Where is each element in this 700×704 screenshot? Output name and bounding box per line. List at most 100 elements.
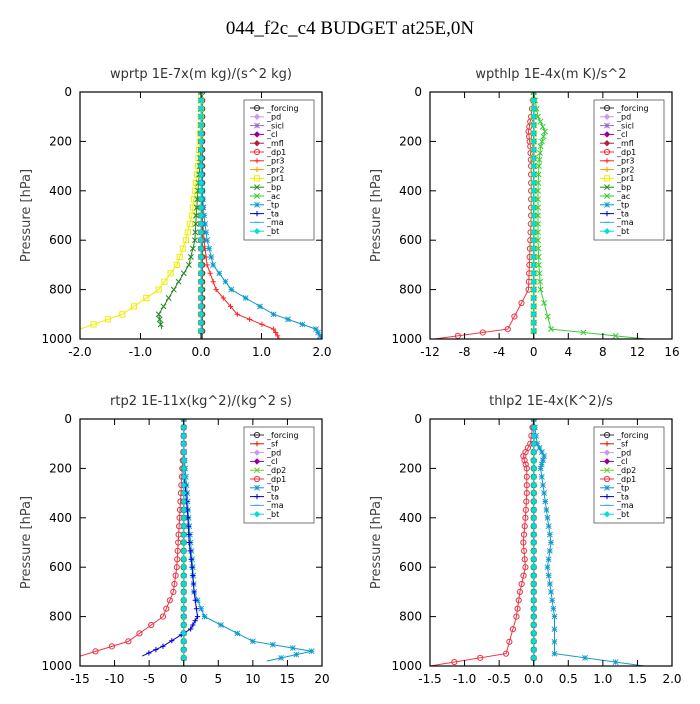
series-point	[612, 659, 619, 665]
series-point	[530, 270, 537, 277]
legend-swatch-marker	[604, 184, 610, 191]
legend-label: _ta	[266, 492, 279, 501]
x-tick-label: 1.5	[628, 672, 647, 686]
legend-label: _pd	[616, 448, 631, 457]
series-point	[153, 646, 159, 653]
series-point	[523, 490, 530, 497]
series-point	[197, 146, 205, 153]
series-point	[523, 482, 530, 489]
series-line	[141, 419, 199, 657]
x-tick-label: 1.0	[252, 345, 271, 359]
series-point	[530, 432, 537, 439]
series-point	[523, 473, 530, 480]
x-tick-label: 20	[314, 672, 329, 686]
series-point	[197, 138, 205, 145]
series-point	[189, 564, 195, 570]
series-point	[580, 329, 587, 336]
series-point	[530, 597, 537, 604]
series-point	[130, 303, 138, 310]
series-point	[530, 580, 537, 588]
series-point	[148, 621, 155, 629]
series-point	[228, 286, 235, 293]
x-tick-label: -1.5	[418, 672, 441, 686]
legend-swatch-marker	[253, 113, 261, 120]
legend-swatch-marker	[254, 193, 260, 199]
series-point	[545, 572, 552, 579]
series-point	[537, 118, 544, 125]
panel-title: wprtp 1E-7x(m kg)/(s^2 kg)	[110, 67, 292, 82]
series-point	[534, 440, 541, 447]
series-point	[522, 564, 529, 571]
series-line	[80, 92, 202, 330]
series-point	[180, 630, 187, 637]
series-point	[530, 564, 537, 571]
series-point	[208, 254, 215, 260]
series-point	[551, 638, 558, 645]
series-point	[197, 130, 205, 137]
legend-label: _pr3	[266, 157, 284, 166]
series-point	[187, 254, 194, 260]
series-point	[242, 295, 249, 301]
legend-label: _cl	[266, 457, 278, 466]
series-point	[530, 531, 537, 538]
series-point	[530, 146, 537, 153]
series-point	[530, 179, 537, 187]
legend-label: _bp	[266, 183, 281, 192]
x-tick-label: 8	[599, 345, 607, 359]
series-point	[180, 457, 187, 464]
x-tick-label: -15	[70, 672, 90, 686]
series-point	[520, 452, 527, 460]
x-tick-label: 0.0	[191, 345, 210, 359]
legend-swatch-marker	[254, 184, 260, 191]
series-point	[190, 622, 196, 628]
series-point	[530, 572, 537, 579]
series-point	[92, 648, 99, 655]
series-point	[180, 556, 187, 563]
series-point	[535, 245, 542, 252]
series-point	[551, 626, 558, 633]
y-tick-label: 800	[49, 610, 72, 624]
legend-label: _sf	[266, 440, 278, 449]
legend-swatch-marker	[603, 140, 611, 147]
series-point	[543, 506, 550, 513]
series-point	[293, 651, 300, 658]
series-point	[530, 489, 537, 497]
series-line	[430, 419, 535, 666]
series-point	[173, 261, 180, 268]
legend-swatch-marker	[253, 228, 261, 235]
y-tick-label: 0	[414, 412, 422, 426]
legend-swatch-marker	[604, 467, 610, 474]
legend-label: _dp1	[266, 475, 286, 484]
series-point	[197, 319, 205, 326]
legend-swatch-marker	[603, 148, 611, 156]
y-tick-label: 600	[49, 560, 72, 574]
legend-swatch-marker	[603, 113, 611, 120]
legend-swatch-marker	[254, 201, 260, 208]
legend-label: _cl	[616, 457, 628, 466]
series-point	[530, 196, 537, 203]
series-point	[530, 523, 537, 530]
series-point	[191, 589, 197, 595]
series-point	[169, 638, 175, 644]
series-point	[192, 220, 199, 227]
series-point	[530, 482, 537, 489]
series-point	[180, 588, 187, 596]
series-point	[180, 489, 187, 497]
plot-area	[80, 419, 315, 666]
series-point	[540, 482, 546, 489]
y-tick-label: 600	[399, 560, 422, 574]
series-point	[308, 648, 315, 655]
x-tick-label: 0	[530, 345, 538, 359]
series-point	[546, 547, 553, 554]
series-point	[537, 143, 544, 150]
y-axis-label: Pressure [hPa]	[369, 169, 384, 262]
series-point	[582, 654, 588, 661]
series-point	[249, 638, 256, 645]
series-point	[197, 212, 205, 219]
series-point	[143, 294, 150, 302]
series-point	[180, 539, 187, 546]
series-point	[234, 630, 241, 637]
y-tick-label: 200	[49, 461, 72, 475]
legend-label: _ta	[616, 492, 629, 501]
series-point	[180, 621, 187, 629]
